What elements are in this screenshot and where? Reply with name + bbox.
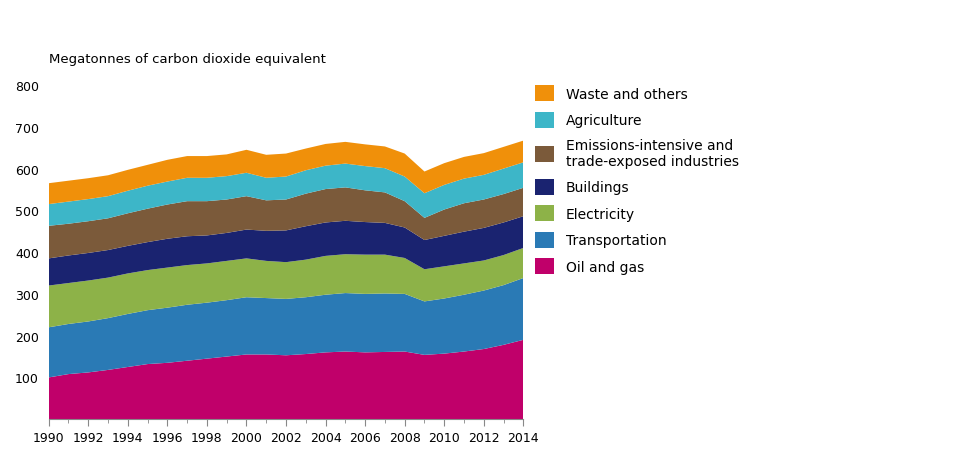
Text: Megatonnes of carbon dioxide equivalent: Megatonnes of carbon dioxide equivalent bbox=[49, 53, 326, 66]
Legend: Waste and others, Agriculture, Emissions-intensive and
trade-exposed industries,: Waste and others, Agriculture, Emissions… bbox=[535, 86, 739, 274]
